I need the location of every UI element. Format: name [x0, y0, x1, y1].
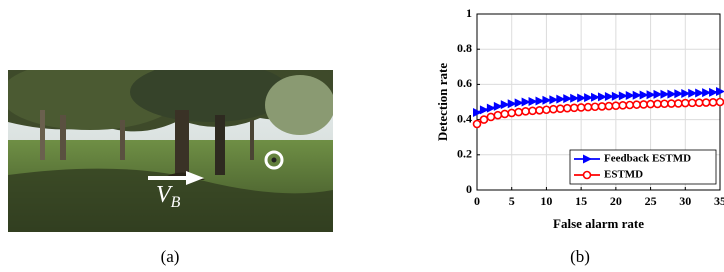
legend-label: Feedback ESTMD	[604, 153, 691, 165]
marker	[640, 101, 647, 108]
x-tick-label: 15	[575, 194, 587, 208]
x-tick-label: 25	[645, 194, 657, 208]
legend-label: ESTMD	[604, 169, 643, 181]
marker	[515, 109, 522, 116]
marker	[522, 108, 529, 115]
marker	[633, 101, 640, 108]
marker	[564, 105, 571, 112]
marker	[529, 107, 536, 114]
marker	[661, 100, 668, 107]
marker	[626, 101, 633, 108]
x-tick-label: 20	[610, 194, 622, 208]
target	[272, 158, 277, 163]
legend: Feedback ESTMD ESTMD	[570, 150, 716, 184]
y-tick-label: 1	[466, 6, 472, 20]
marker	[480, 116, 487, 123]
marker	[494, 112, 501, 119]
marker	[543, 106, 550, 113]
marker	[487, 113, 494, 120]
marker	[474, 121, 481, 128]
marker	[689, 99, 696, 106]
marker	[703, 99, 710, 106]
marker	[647, 101, 654, 108]
marker	[654, 100, 661, 107]
marker	[605, 103, 612, 110]
y-tick-label: 0.8	[457, 41, 472, 55]
x-axis-label: False alarm rate	[553, 216, 644, 231]
marker	[710, 99, 717, 106]
marker	[550, 106, 557, 113]
marker	[571, 104, 578, 111]
marker	[557, 105, 564, 112]
marker	[717, 99, 724, 106]
x-tick-label: 0	[474, 194, 480, 208]
x-tick-label: 35	[714, 194, 724, 208]
marker	[508, 109, 515, 116]
caption-b: (b)	[570, 247, 590, 266]
y-tick-label: 0.4	[457, 111, 472, 125]
marker	[501, 110, 508, 117]
marker	[592, 103, 599, 110]
marker	[536, 107, 543, 114]
marker	[696, 99, 703, 106]
y-tick-label: 0	[466, 182, 472, 196]
legend-marker	[584, 172, 591, 179]
marker	[682, 100, 689, 107]
marker	[619, 102, 626, 109]
velocity-subscript: B	[171, 194, 181, 211]
y-tick-label: 0.6	[457, 76, 472, 90]
page: { "image_panel": {"annotation": "V", "an…	[0, 0, 724, 267]
marker	[578, 104, 585, 111]
marker	[598, 103, 605, 110]
caption-a: (a)	[161, 247, 180, 266]
figure: VB (a) 00.20.40.60.8105101520253035False…	[0, 0, 724, 267]
x-tick-label: 30	[679, 194, 691, 208]
marker	[675, 100, 682, 107]
marker	[668, 100, 675, 107]
y-tick-label: 0.2	[457, 147, 472, 161]
x-tick-label: 5	[509, 194, 515, 208]
marker	[585, 104, 592, 111]
x-tick-label: 10	[540, 194, 552, 208]
marker	[612, 102, 619, 109]
y-axis-label: Detection rate	[435, 63, 450, 142]
